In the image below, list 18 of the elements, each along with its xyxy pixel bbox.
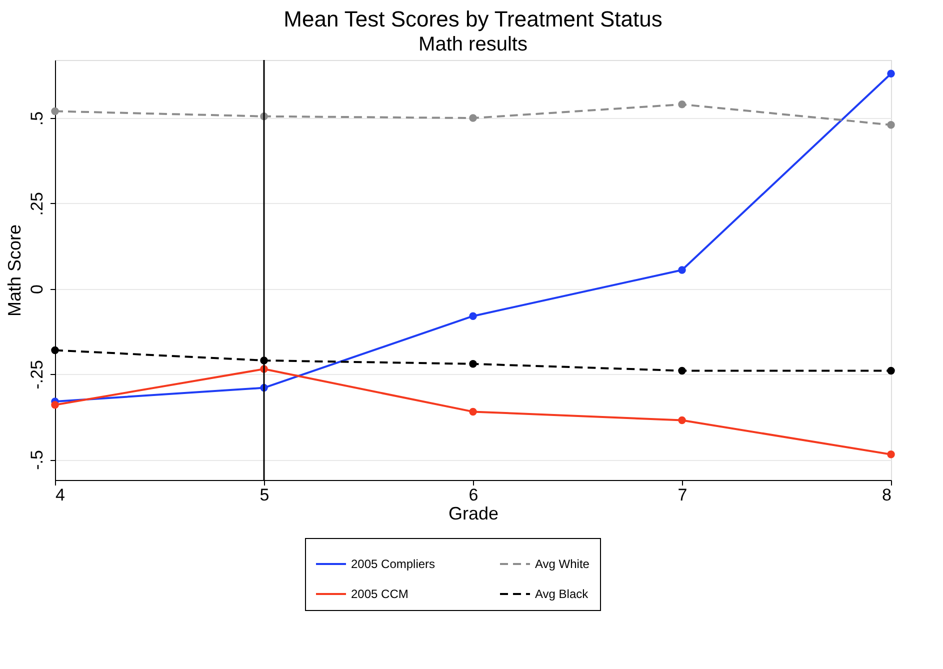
x-tick-label: 7 <box>678 486 688 504</box>
legend-label: 2005 CCM <box>351 587 408 601</box>
y-axis-title: Math Score <box>4 224 24 317</box>
y-tick-label: 0 <box>28 284 46 294</box>
x-tick-label: 8 <box>882 486 892 504</box>
legend-label: Avg Black <box>535 587 590 601</box>
chart-title: Mean Test Scores by Treatment Status <box>284 6 662 32</box>
y-tick-label: -.5 <box>28 450 46 470</box>
chart-subtitle: Math results <box>418 33 528 56</box>
x-tick-label: 4 <box>56 486 65 504</box>
legend-label: 2005 Compliers <box>351 557 436 571</box>
y-tick-label: .25 <box>28 192 46 216</box>
x-axis-title: Grade <box>448 504 499 524</box>
x-tick-label: 5 <box>260 486 270 504</box>
legend-label: Avg White <box>535 557 590 571</box>
x-tick-label: 6 <box>468 486 478 504</box>
y-tick-label: .5 <box>28 111 46 126</box>
y-tick-label: -.25 <box>28 360 46 390</box>
